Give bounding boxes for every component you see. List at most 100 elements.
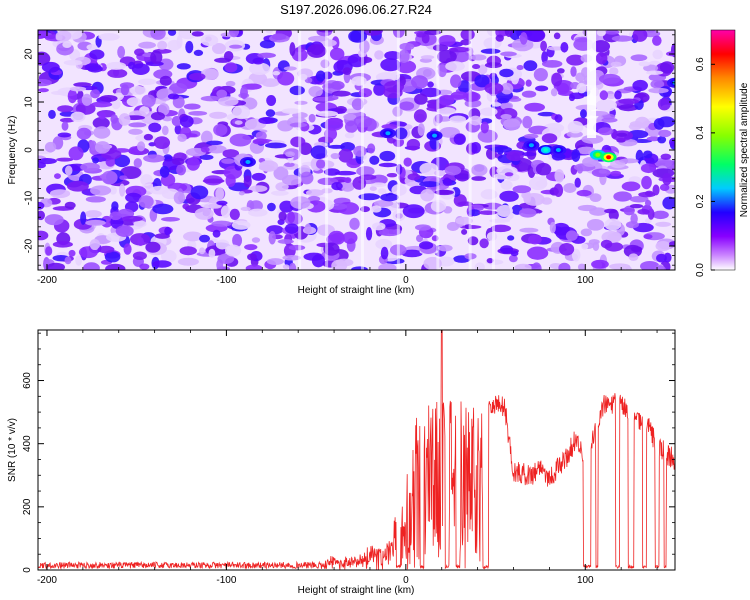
spectrogram-cell xyxy=(474,74,490,88)
spectrogram-cell xyxy=(83,262,100,270)
x-tick-label: -100 xyxy=(216,275,236,286)
spectrogram-cell xyxy=(240,206,251,211)
spectrogram-cell xyxy=(38,158,57,165)
spectrogram-cell xyxy=(161,216,180,222)
spectrogram-cell xyxy=(521,90,537,98)
y-tick-label: 400 xyxy=(22,435,33,452)
spectrogram-cell xyxy=(421,32,430,44)
spectrogram-cell xyxy=(200,95,222,102)
spectrogram-cell xyxy=(396,60,417,74)
spectrogram-cell xyxy=(567,120,584,134)
spectrogram-cell xyxy=(604,30,620,35)
spectrogram-cell xyxy=(342,231,358,244)
spectrogram-cell xyxy=(329,47,345,61)
colorbar: 0.0 0.2 0.4 0.6 Normalized spectral amplitu… xyxy=(695,29,750,277)
spectrogram-cell xyxy=(157,40,168,50)
spectrogram-cell xyxy=(629,203,644,209)
spectrogram-cell xyxy=(194,207,214,220)
spectrogram-cell xyxy=(111,99,121,110)
spectrogram-cell xyxy=(216,259,224,270)
spectrogram-cell xyxy=(427,81,434,88)
spectrogram-cell xyxy=(399,42,415,51)
spectrogram-cell xyxy=(533,67,548,82)
spectrogram-cell xyxy=(525,79,532,87)
colorbar-tick-label: 0.2 xyxy=(695,194,706,208)
spectrogram-cell xyxy=(406,138,421,151)
spectrogram-cell xyxy=(453,133,466,145)
spectrogram-cell xyxy=(50,90,68,95)
spectrogram-cell xyxy=(394,127,408,140)
spectrogram-cell xyxy=(117,45,126,59)
spectrogram-cell xyxy=(610,61,622,67)
spectrogram-cell xyxy=(500,245,514,254)
spectrogram-cell xyxy=(231,220,251,230)
spectrogram-cell xyxy=(599,90,609,101)
spectrogram-cell xyxy=(202,178,225,184)
spectrogram-cell xyxy=(552,222,570,236)
spectrogram-cell xyxy=(176,164,187,176)
spectrogram-cell xyxy=(86,44,98,51)
y-tick-label: 0 xyxy=(22,567,33,573)
spectrogram-cell xyxy=(271,190,289,196)
spectrogram-cell xyxy=(164,226,172,236)
spectrogram-cell xyxy=(420,189,435,202)
spectrogram-cell xyxy=(150,30,166,40)
spectrogram-cell xyxy=(623,244,642,258)
spectrogram-cell xyxy=(407,173,421,181)
spectrogram-cell xyxy=(177,133,187,142)
spectrogram-cell xyxy=(84,210,102,218)
spectrogram-cell xyxy=(162,116,173,122)
spectrogram-cell xyxy=(159,75,172,86)
spectrogram-cell xyxy=(537,111,556,117)
colorbar-label: Normalized spectral amplitude xyxy=(739,82,750,217)
spectrogram-cell xyxy=(500,101,514,110)
spectrogram-streak xyxy=(298,30,302,270)
spectrogram-cell xyxy=(369,155,380,165)
spectrogram-cell xyxy=(643,234,653,240)
spectrogram-cell xyxy=(383,80,405,93)
spectrogram-cell xyxy=(330,152,340,160)
spectrogram-cell xyxy=(139,263,150,270)
spectrogram-cell xyxy=(229,208,240,221)
spectrogram-cell xyxy=(367,143,376,154)
spectrogram-cell xyxy=(249,185,268,192)
spectrogram-cell xyxy=(92,157,99,164)
spectrogram-cell xyxy=(616,132,628,137)
spectrogram-cell xyxy=(646,70,664,75)
spectrogram-cell xyxy=(306,44,327,58)
spectrogram-cell xyxy=(668,137,675,147)
spectrogram-cell xyxy=(134,48,145,57)
spectrogram-cell xyxy=(335,106,347,114)
spectrogram-gap xyxy=(587,30,597,138)
spectrogram-cell xyxy=(560,41,569,53)
spectrogram-cell xyxy=(183,103,201,110)
spectrogram-cell xyxy=(373,83,386,96)
spectrogram-cell xyxy=(289,42,296,57)
spectrogram-cell xyxy=(282,255,302,261)
spectrogram-cell xyxy=(120,84,130,96)
spectrogram-cell xyxy=(56,157,74,162)
spectrogram-cell xyxy=(500,180,513,190)
spectrogram-cell xyxy=(470,54,487,61)
spectrogram-cell xyxy=(656,253,667,263)
snr-plot-area xyxy=(38,330,675,570)
spectrogram-cell xyxy=(591,259,609,269)
spectrogram-cell xyxy=(657,98,671,111)
spectrogram-cell xyxy=(38,51,51,66)
spectrogram-cell xyxy=(553,183,564,197)
spectrogram-cell xyxy=(436,49,457,64)
spectrogram-cell xyxy=(234,120,243,125)
spectrogram-cell xyxy=(247,253,257,261)
spectrogram-cell xyxy=(571,148,581,162)
spectrogram-cell xyxy=(384,50,401,60)
spectrogram-cell xyxy=(119,175,128,181)
spectrogram-cell xyxy=(68,249,76,257)
spectrogram-cell xyxy=(266,95,277,106)
spectrogram-cell xyxy=(606,93,616,100)
spectrogram-cell xyxy=(206,140,223,146)
spectrogram-cell xyxy=(290,136,306,148)
spectrogram-cell xyxy=(54,173,61,179)
spectrogram-cell xyxy=(275,182,289,192)
spectrogram-cell xyxy=(652,210,669,220)
spectrogram-cell xyxy=(220,205,231,218)
